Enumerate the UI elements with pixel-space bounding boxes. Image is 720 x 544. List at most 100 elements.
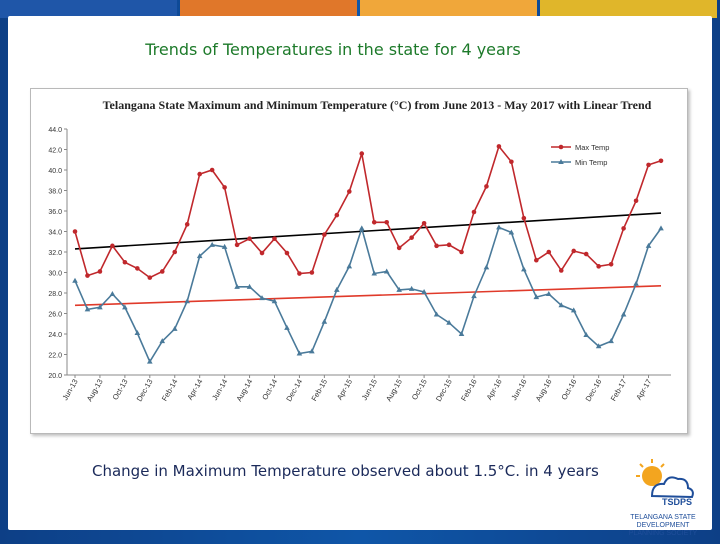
point-min-temp [533,294,540,300]
logo-line-1: TELANGANA STATE [630,514,696,521]
tsdps-logo: TSDPS TELANGANA STATE DEVELOPMENT PLANNI… [622,456,704,544]
point-min-temp [458,331,465,336]
x-tick-label: Jun-14 [210,378,229,402]
point-min-temp [645,242,652,248]
x-tick-label: Apr-14 [185,378,204,402]
point-max-temp [421,221,427,226]
point-max-temp [85,273,90,278]
point-min-temp [284,324,290,330]
point-min-temp [246,283,253,289]
point-max-temp [359,151,365,156]
point-min-temp [147,358,153,364]
point-min-temp [433,311,440,317]
trendline-min-temp [74,285,662,307]
point-max-temp [509,159,514,165]
point-max-temp [409,235,414,240]
y-tick-label: 24.0 [48,332,62,339]
point-min-temp [620,311,627,317]
chart-container: Telangana State Maximum and Minimum Temp… [30,88,688,434]
point-min-temp [72,277,78,283]
point-min-temp [334,286,340,292]
strip-segment-blue [0,0,177,18]
strip-segment-gold [540,0,717,18]
point-min-temp [570,307,577,313]
point-max-temp [247,236,252,241]
x-tick-label: Feb-17 [609,378,629,403]
point-min-temp [209,241,215,247]
point-max-temp [596,264,601,269]
strip-segment-orange [180,0,357,18]
point-min-temp [134,329,141,335]
legend-label-max-temp: Max Temp [575,143,609,152]
x-tick-label: Apr-16 [485,378,504,402]
point-max-temp [608,262,614,267]
x-tick-label: Oct-15 [410,378,429,402]
logo-acronym: TSDPS [662,497,692,506]
chart-title: Telangana State Maximum and Minimum Temp… [103,98,652,112]
y-tick-label: 20.0 [48,373,62,380]
y-tick-label: 40.0 [48,168,62,175]
legend-marker-min-temp [558,159,564,164]
y-tick-label: 30.0 [48,271,62,278]
point-max-temp [646,162,651,168]
slide-caption: Change in Maximum Temperature observed a… [92,462,599,480]
point-max-temp [309,270,315,275]
point-min-temp [471,293,477,299]
point-max-temp [97,269,103,274]
point-min-temp [396,286,402,292]
point-max-temp [135,266,140,271]
point-max-temp [434,243,439,249]
y-tick-label: 28.0 [48,291,62,298]
point-max-temp [521,215,527,221]
point-min-temp [122,304,128,310]
point-max-temp [558,268,564,273]
point-min-temp [321,318,328,324]
point-min-temp [508,229,515,235]
point-min-temp [346,263,353,269]
point-min-temp [171,325,178,331]
temperature-chart: Telangana State Maximum and Minimum Temp… [48,98,671,403]
legend-marker-max-temp [558,144,564,150]
point-min-temp [633,280,639,286]
point-min-temp [545,291,552,297]
x-tick-label: Oct-16 [559,378,578,402]
point-min-temp [84,306,91,312]
x-tick-label: Jun-16 [509,378,528,402]
point-min-temp [184,298,191,304]
point-min-temp [309,348,315,354]
point-min-temp [159,338,166,344]
x-tick-label: Aug-14 [234,378,254,403]
logo-line-2: DEVELOPMENT [636,522,690,529]
x-tick-label: Dec-15 [434,378,454,403]
point-max-temp [184,222,190,227]
point-min-temp [97,304,103,310]
point-min-temp [658,225,664,231]
point-min-temp [583,332,589,338]
trendline-max-temp [74,212,662,250]
point-max-temp [534,257,539,263]
x-tick-label: Feb-14 [160,378,180,403]
point-max-temp [334,212,340,218]
point-max-temp [484,184,489,189]
point-max-temp [197,171,202,177]
point-min-temp [371,270,378,276]
point-min-temp [483,264,490,270]
top-color-strip [0,0,720,18]
series-line-max-temp [74,144,662,279]
x-tick-label: Apr-15 [335,378,354,402]
point-min-temp [408,285,415,291]
y-tick-label: 22.0 [48,353,62,360]
y-tick-label: 44.0 [48,127,62,134]
sun-cloud-icon: TSDPS [636,459,694,507]
point-max-temp [234,242,240,248]
x-tick-label: Aug-13 [85,378,105,403]
x-tick-label: Oct-14 [260,378,279,402]
point-min-temp [558,302,565,308]
y-tick-label: 36.0 [48,209,62,216]
point-max-temp [172,249,178,255]
point-max-temp [371,219,377,225]
point-max-temp [209,167,215,173]
point-max-temp [471,209,477,215]
point-min-temp [296,350,303,356]
point-min-temp [234,283,240,289]
